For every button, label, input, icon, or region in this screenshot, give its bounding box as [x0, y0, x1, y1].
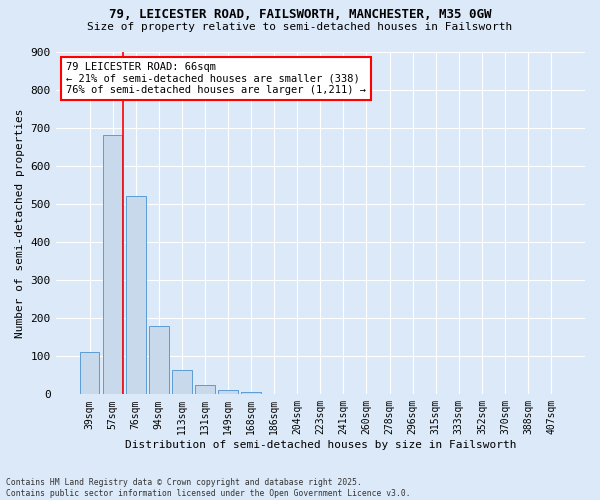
Bar [126, 196, 146, 394]
Bar [172, 370, 191, 394]
Bar [103, 136, 122, 394]
Bar [80, 352, 100, 395]
Text: Size of property relative to semi-detached houses in Failsworth: Size of property relative to semi-detach… [88, 22, 512, 32]
Text: 79 LEICESTER ROAD: 66sqm
← 21% of semi-detached houses are smaller (338)
76% of : 79 LEICESTER ROAD: 66sqm ← 21% of semi-d… [66, 62, 366, 95]
Text: 79, LEICESTER ROAD, FAILSWORTH, MANCHESTER, M35 0GW: 79, LEICESTER ROAD, FAILSWORTH, MANCHEST… [109, 8, 491, 20]
X-axis label: Distribution of semi-detached houses by size in Failsworth: Distribution of semi-detached houses by … [125, 440, 516, 450]
Bar [241, 392, 261, 394]
Y-axis label: Number of semi-detached properties: Number of semi-detached properties [15, 108, 25, 338]
Bar [218, 390, 238, 394]
Bar [195, 385, 215, 394]
Text: Contains HM Land Registry data © Crown copyright and database right 2025.
Contai: Contains HM Land Registry data © Crown c… [6, 478, 410, 498]
Bar [149, 326, 169, 394]
